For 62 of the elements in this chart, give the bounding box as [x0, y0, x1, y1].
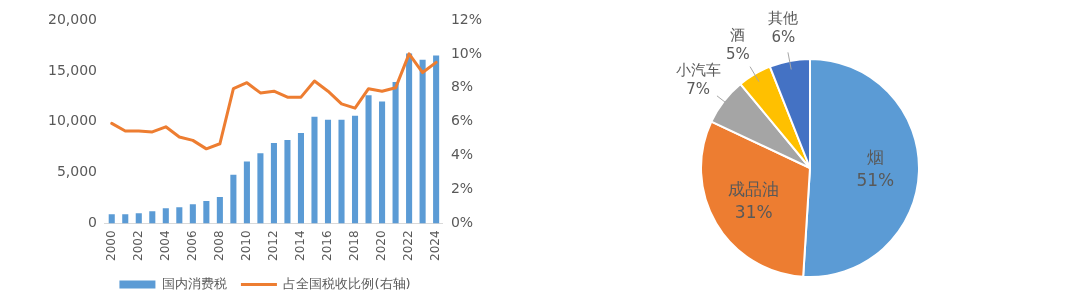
bar: [324, 119, 332, 224]
y-tick-label: 20,000: [47, 10, 97, 27]
bar: [216, 197, 223, 224]
y-tick-label: 5,000: [56, 163, 97, 180]
y2-tick-label: 4%: [450, 146, 474, 163]
y-tick-label: 0: [88, 214, 97, 231]
bar: [230, 174, 237, 224]
x-tick-label: 2008: [212, 230, 226, 262]
bar: [392, 82, 399, 224]
bar: [162, 208, 169, 224]
bar: [419, 59, 426, 224]
bar: [257, 153, 264, 224]
bar: [379, 101, 386, 224]
x-tick-label: 2002: [130, 230, 145, 262]
bar: [122, 214, 129, 224]
bar: [243, 161, 250, 224]
slice-label: 烟: [866, 147, 884, 168]
bar: [338, 119, 345, 224]
x-tick-label: 2018: [347, 230, 362, 262]
bar: [176, 207, 183, 224]
data-label: 31%: [734, 201, 773, 222]
x-tick-label: 2010: [239, 230, 254, 262]
x-tick-label: 2022: [401, 230, 416, 262]
bar: [108, 214, 115, 224]
bar: [270, 143, 277, 224]
x-tick-label: 2020: [374, 230, 389, 262]
bar: [406, 53, 413, 224]
data-label: 5%: [725, 44, 750, 63]
slice-label: 酒: [730, 25, 746, 44]
slice-label: 成品油: [728, 178, 780, 199]
y2-tick-label: 8%: [450, 78, 474, 95]
data-label: 6%: [771, 27, 796, 46]
y2-tick-label: 6%: [450, 112, 474, 129]
bar: [365, 95, 372, 224]
data-label: 7%: [686, 80, 710, 99]
bar: [297, 132, 305, 224]
x-tick-label: 2006: [184, 230, 199, 262]
bar: [351, 115, 359, 224]
bar: [135, 213, 142, 224]
slice-label: 其他: [768, 8, 799, 27]
y-tick-label: 10,000: [47, 112, 97, 129]
bar: [149, 211, 156, 224]
bar: [311, 116, 318, 224]
bar: [203, 201, 210, 224]
y2-tick-label: 12%: [450, 10, 483, 27]
y2-tick-label: 0%: [450, 214, 474, 231]
bar: [189, 204, 196, 224]
y-tick-label: 15,000: [47, 61, 97, 78]
x-tick-label: 2000: [103, 230, 118, 262]
y2-tick-label: 10%: [450, 44, 483, 61]
bar: [433, 55, 440, 224]
x-tick-label: 2014: [293, 230, 308, 262]
x-tick-label: 2004: [157, 230, 172, 262]
legend-label: 国内消费税: [161, 275, 227, 291]
y2-tick-label: 2%: [450, 180, 474, 197]
x-tick-label: 2016: [320, 230, 335, 262]
data-label: 51%: [856, 170, 895, 191]
x-tick-label: 2012: [266, 230, 281, 262]
legend-label: 占全国税收比例(右轴): [283, 275, 411, 291]
slice-label: 小汽车: [675, 61, 721, 80]
x-tick-label: 2024: [428, 230, 443, 262]
bar: [284, 140, 291, 224]
